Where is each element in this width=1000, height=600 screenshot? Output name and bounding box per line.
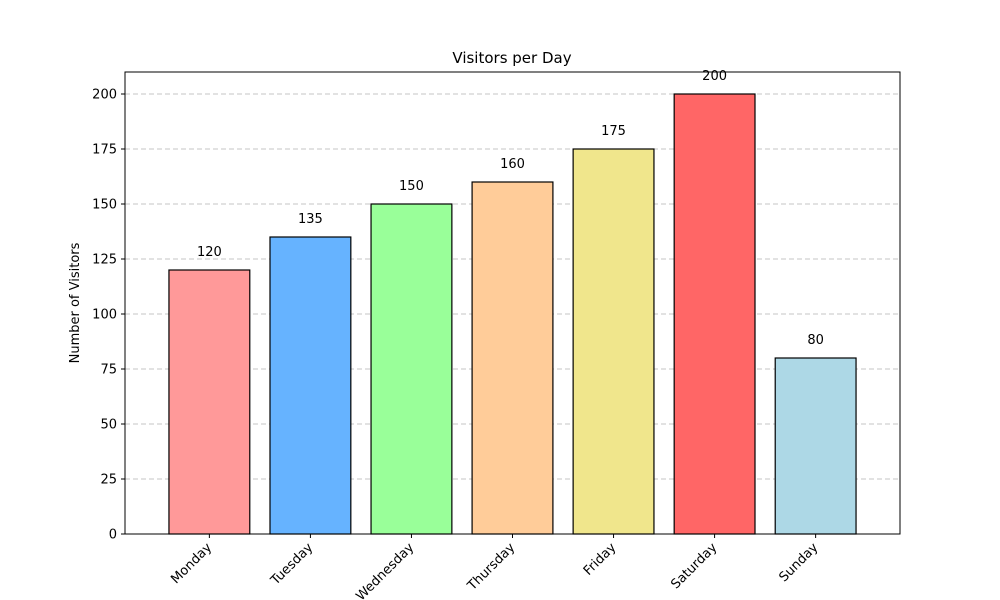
bar-tuesday (269, 236, 352, 535)
y-tick-label: 25 (100, 473, 117, 488)
data-label-friday: 175 (601, 124, 626, 139)
x-tick-label-saturday: Saturday (668, 540, 720, 592)
x-tick-label-monday: Monday (168, 540, 215, 587)
bar-thursday (471, 181, 554, 535)
chart-title: Visitors per Day (452, 49, 571, 67)
y-tick-label: 100 (92, 308, 117, 323)
y-tick-label: 125 (92, 253, 117, 268)
y-tick-label: 0 (109, 528, 117, 543)
data-labels: 120 135 150 160 175 200 80 (197, 69, 824, 348)
data-label-saturday: 200 (702, 69, 727, 84)
bar-friday (572, 148, 655, 535)
y-tick-label: 75 (100, 363, 117, 378)
x-axis-ticks: Monday Tuesday Wednesday Thursday Friday Satu… (168, 534, 822, 600)
x-tick-label-sunday: Sunday (776, 540, 821, 585)
bar-saturday (673, 93, 756, 535)
x-tick-label-tuesday: Tuesday (268, 540, 317, 589)
bars (168, 93, 857, 535)
data-label-thursday: 160 (500, 157, 525, 172)
bar-monday (168, 269, 251, 535)
plot-frame (124, 71, 901, 535)
x-tick-label-wednesday: Wednesday (353, 540, 417, 600)
y-tick-label: 175 (92, 143, 117, 158)
bar-wednesday (370, 203, 453, 535)
y-axis-ticks: 0 25 50 75 100 125 150 175 200 (92, 88, 125, 543)
data-label-wednesday: 150 (399, 179, 424, 194)
y-tick-label: 50 (100, 418, 117, 433)
y-tick-label: 200 (92, 88, 117, 103)
x-tick-label-friday: Friday (581, 540, 620, 579)
data-label-monday: 120 (197, 245, 222, 260)
x-tick-label-thursday: Thursday (464, 540, 518, 594)
data-label-sunday: 80 (807, 333, 824, 348)
data-label-tuesday: 135 (298, 212, 323, 227)
bar-sunday (774, 357, 857, 535)
y-tick-label: 150 (92, 198, 117, 213)
y-axis-label: Number of Visitors (68, 242, 83, 363)
